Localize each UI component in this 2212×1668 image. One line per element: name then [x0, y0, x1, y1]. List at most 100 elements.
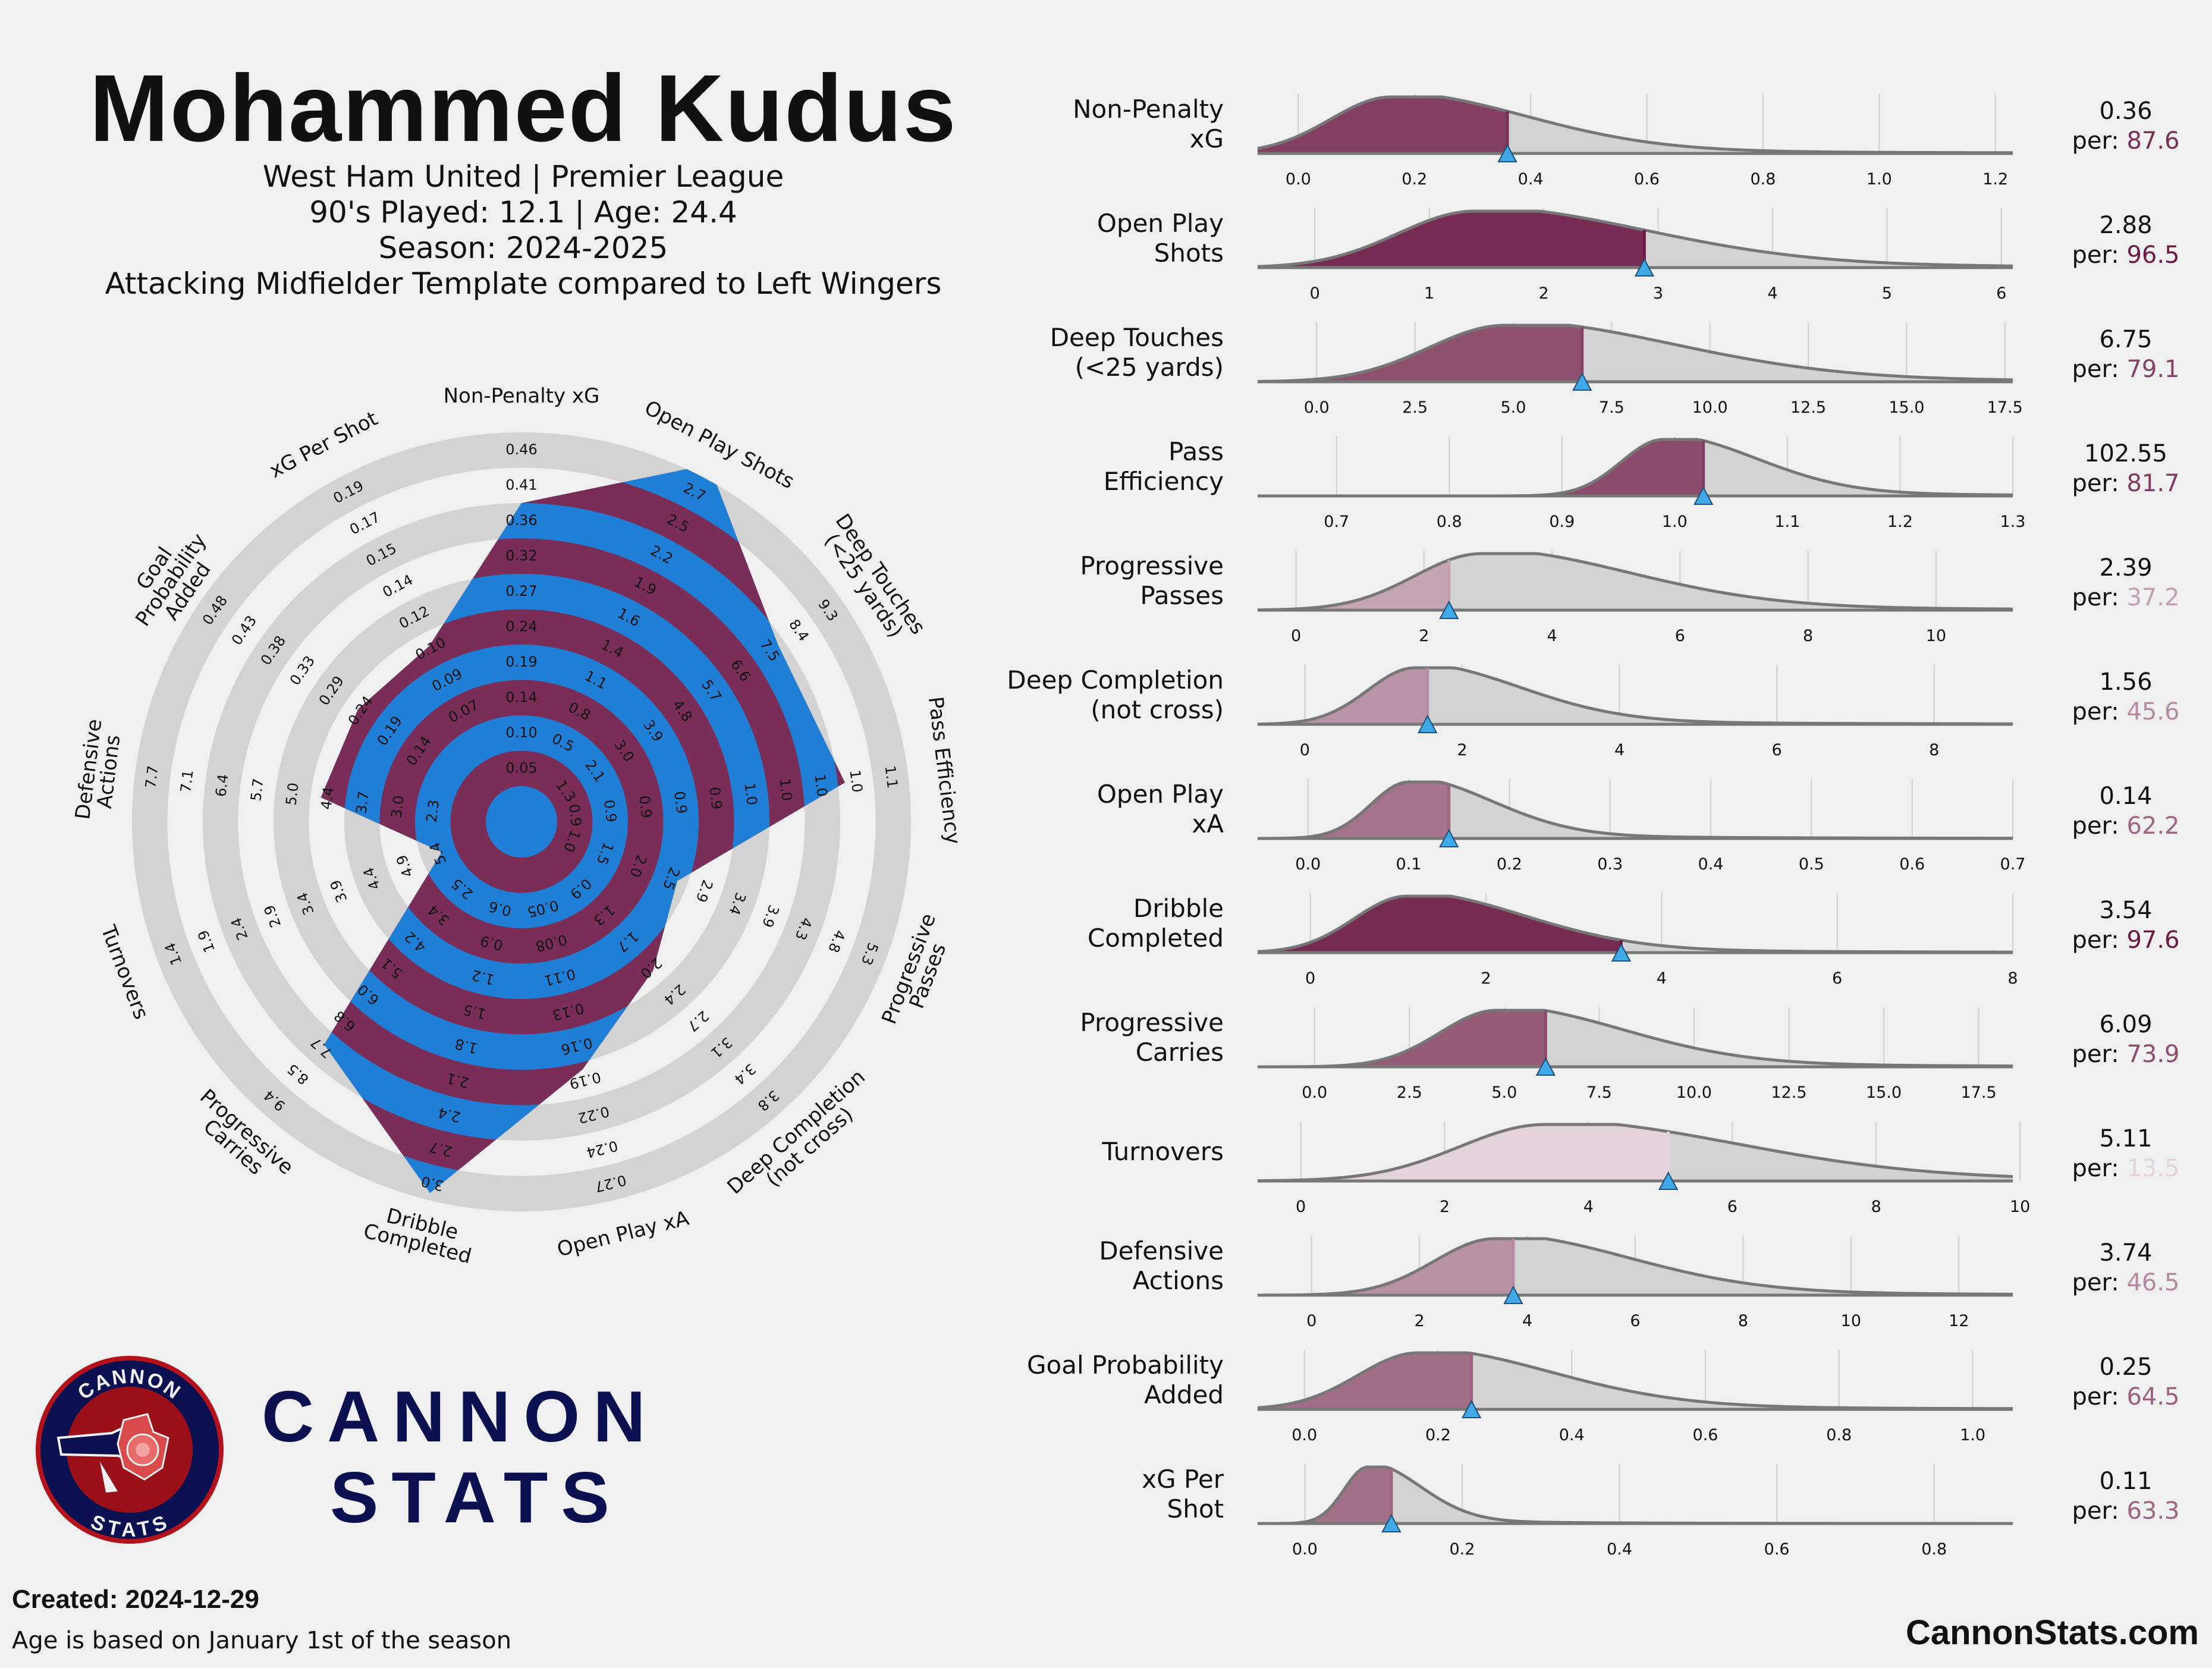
distribution-tick-label: 6	[1996, 284, 2006, 303]
radar-tick-label: 1.0	[776, 777, 795, 802]
distribution-tick-label: 2	[1481, 969, 1491, 988]
distribution-tick-label: 0.4	[1559, 1426, 1585, 1444]
distribution-tick-label: 0.7	[1324, 513, 1349, 531]
percentile-prefix: per:	[2072, 470, 2127, 497]
radar-tick-label: 5.7	[247, 777, 266, 802]
radar-tick-label: 7.1	[177, 769, 196, 793]
distribution-percentile-fill	[1258, 97, 1508, 153]
distribution-tick-label: 0.2	[1402, 170, 1427, 189]
player-marker	[1461, 1399, 1482, 1418]
distribution-percentile: per: 45.6	[2072, 698, 2180, 725]
distribution-area	[1258, 211, 2013, 268]
distribution-tick-label: 12.5	[1771, 1083, 1806, 1102]
percentile-prefix: per:	[2072, 584, 2127, 611]
radar-axis-label-line: Open Play xA	[555, 1207, 692, 1262]
distribution-percentile: per: 62.2	[2072, 812, 2180, 840]
radar-axis-label: Pass Efficiency	[923, 695, 965, 846]
player-marker	[1503, 1285, 1523, 1304]
distribution-percentile-fill	[1258, 1010, 1546, 1067]
cannon-stats-badge: CANNON STATS	[36, 1356, 224, 1544]
distribution-curve	[1257, 666, 2013, 726]
distribution-curve	[1257, 1009, 2013, 1069]
player-marker	[1439, 600, 1459, 619]
distribution-area	[1258, 97, 2013, 153]
distribution-metric-label-line: Progressive	[1080, 551, 1224, 580]
distribution-percentile-fill	[1258, 1124, 1669, 1181]
distribution-percentile: per: 87.6	[2072, 127, 2180, 155]
distribution-area	[1258, 782, 2013, 838]
distribution-curve	[1257, 780, 2013, 840]
distribution-tick-label: 0	[1305, 969, 1315, 988]
distribution-metric-label: Pass Efficiency	[1104, 437, 1224, 496]
distribution-tick-label: 0.8	[1826, 1426, 1852, 1444]
distribution-percentile-fill	[1258, 211, 1645, 268]
distribution-metric-label: Turnovers	[1101, 1137, 1224, 1166]
radar-tick-label: 1.0	[741, 782, 760, 806]
distribution-curve	[1257, 552, 2013, 612]
radar-axis-label: Open Play xA	[555, 1207, 692, 1262]
player-marker	[1693, 486, 1714, 505]
distribution-metric-label-line: xG	[1190, 124, 1224, 153]
distribution-metric-label: Goal Probability Added	[1027, 1350, 1224, 1409]
distribution-tick-label: 10	[1841, 1312, 1861, 1330]
distribution-tick-label: 0.2	[1425, 1426, 1451, 1444]
percentile-prefix: per:	[2072, 1041, 2127, 1068]
distribution-tick-label: 1.0	[1960, 1426, 1985, 1444]
player-name: Mohammed Kudus	[89, 55, 957, 161]
distribution-tick-label: 0.6	[1634, 170, 1660, 189]
percentile-prefix: per:	[2072, 1497, 2127, 1525]
distribution-curve	[1257, 894, 2013, 954]
percentile-value: 79.1	[2126, 356, 2179, 383]
distribution-tick-label: 2.5	[1402, 398, 1428, 417]
distribution-tick-label: 0	[1310, 284, 1320, 303]
percentile-prefix: per:	[2072, 241, 2127, 269]
distribution-value: 0.14	[2099, 783, 2152, 810]
distribution-metric-label: Deep Touches (<25 yards)	[1050, 323, 1224, 382]
distribution-percentile: per: 96.5	[2072, 241, 2180, 269]
radar-tick-label: 1.0	[846, 769, 865, 793]
distribution-tick-label: 0.2	[1497, 855, 1522, 874]
percentile-prefix: per:	[2072, 127, 2127, 155]
distribution-percentile-fill	[1258, 1239, 1513, 1295]
percentile-prefix: per:	[2072, 698, 2127, 725]
distribution-tick-label: 0.0	[1295, 855, 1321, 874]
radar-tick-label: 0.32	[505, 547, 537, 564]
distribution-metric-label: Progressive Carries	[1080, 1008, 1224, 1067]
distribution-tick-label: 8	[1803, 627, 1813, 645]
distribution-tick-label: 10	[1926, 627, 1946, 645]
site-url[interactable]: CannonStats.com	[1905, 1613, 2199, 1652]
distribution-row: 0.7 0.8 0.9 1.0 1.1 1.2 1.3 Pass Efficiency 102.5…	[1104, 436, 2180, 531]
distribution-percentile: per: 79.1	[2072, 356, 2180, 383]
distribution-tick-label: 0.0	[1302, 1083, 1327, 1102]
distribution-value: 0.36	[2099, 98, 2152, 125]
distribution-curve	[1257, 323, 2013, 384]
distribution-percentile: per: 37.2	[2072, 584, 2180, 611]
distribution-tick-label: 0.6	[1693, 1426, 1718, 1444]
percentile-prefix: per:	[2072, 1269, 2127, 1296]
distribution-tick-label: 10	[2010, 1198, 2030, 1216]
radar-axis-label-line: Non-Penalty xG	[444, 384, 600, 408]
distribution-tick-label: 15.0	[1889, 398, 1924, 417]
player-marker	[1611, 943, 1632, 962]
percentile-value: 64.5	[2126, 1383, 2179, 1411]
distribution-tick-label: 8	[1871, 1198, 1881, 1216]
distribution-tick-label: 1.1	[1774, 513, 1800, 531]
distribution-metric-label: Dribble Completed	[1088, 894, 1224, 953]
distribution-percentile-fill	[1258, 896, 1622, 953]
radar-axis-label: Turnovers	[96, 922, 153, 1023]
distribution-value: 3.54	[2099, 897, 2152, 924]
distribution-area	[1258, 325, 2013, 382]
distribution-tick-label: 0.8	[1750, 170, 1776, 189]
distribution-metric-label-line: (<25 yards)	[1075, 353, 1224, 382]
distribution-row: 0.0 0.1 0.2 0.3 0.4 0.5 0.6 0.7 Open Play xA 0.14p…	[1097, 779, 2180, 874]
distribution-tick-label: 0	[1300, 741, 1310, 759]
distribution-metric-label-line: Pass	[1168, 437, 1224, 466]
distribution-tick-label: 4	[1522, 1312, 1532, 1330]
distribution-metric-label-line: Carries	[1136, 1038, 1224, 1067]
distribution-metric-label: Open Play xA	[1097, 780, 1224, 838]
distribution-metric-label-line: Completed	[1088, 923, 1224, 953]
distribution-area	[1258, 1124, 2013, 1181]
percentile-value: 45.6	[2126, 698, 2179, 725]
